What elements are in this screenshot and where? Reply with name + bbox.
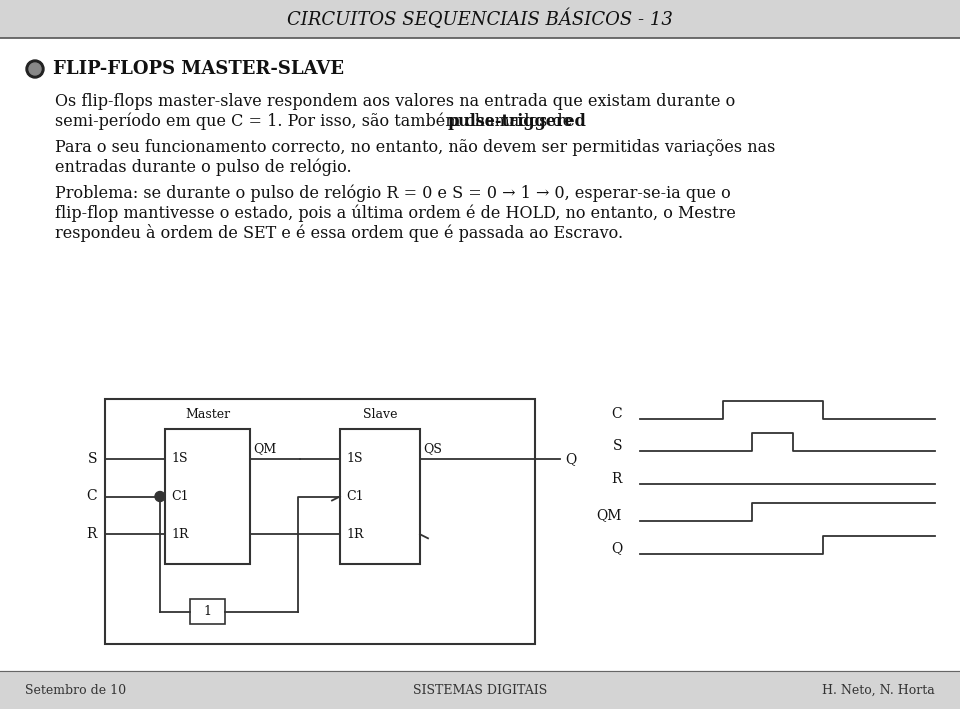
- Text: H. Neto, N. Horta: H. Neto, N. Horta: [823, 683, 935, 696]
- Text: 1S: 1S: [171, 452, 187, 465]
- Text: FLIP-FLOPS MASTER-SLAVE: FLIP-FLOPS MASTER-SLAVE: [53, 60, 344, 78]
- Text: flip-flop mantivesse o estado, pois a última ordem é de HOLD, no entanto, o Mest: flip-flop mantivesse o estado, pois a úl…: [55, 204, 736, 222]
- Bar: [0, 671, 960, 709]
- Text: C1: C1: [346, 490, 364, 503]
- Text: 1S: 1S: [346, 452, 363, 465]
- Text: semi-período em que C = 1. Por isso, são também chamados de: semi-período em que C = 1. Por isso, são…: [55, 112, 577, 130]
- Text: pulse-triggered: pulse-triggered: [448, 113, 587, 130]
- Bar: [190, 599, 225, 624]
- Text: S: S: [87, 452, 97, 466]
- Text: QM: QM: [596, 508, 622, 523]
- Text: respondeu à ordem de SET e é essa ordem que é passada ao Escravo.: respondeu à ordem de SET e é essa ordem …: [55, 224, 623, 242]
- Circle shape: [29, 63, 41, 75]
- Text: C: C: [612, 406, 622, 420]
- Bar: [0, 0, 960, 37]
- Text: R: R: [612, 471, 622, 486]
- Text: S: S: [612, 439, 622, 452]
- Text: entradas durante o pulso de relógio.: entradas durante o pulso de relógio.: [55, 158, 351, 176]
- Bar: [340, 429, 420, 564]
- Circle shape: [155, 491, 165, 501]
- Text: .: .: [567, 113, 572, 130]
- Text: Setembro de 10: Setembro de 10: [25, 683, 126, 696]
- Text: C1: C1: [171, 490, 188, 503]
- Circle shape: [26, 60, 44, 78]
- Text: Q: Q: [565, 452, 576, 466]
- Text: 1R: 1R: [346, 527, 364, 541]
- Text: R: R: [86, 527, 97, 541]
- Text: Os flip-flops master-slave respondem aos valores na entrada que existam durante : Os flip-flops master-slave respondem aos…: [55, 92, 735, 109]
- Text: 1R: 1R: [171, 527, 188, 541]
- Text: 1: 1: [204, 605, 211, 618]
- Text: SISTEMAS DIGITAIS: SISTEMAS DIGITAIS: [413, 683, 547, 696]
- Text: Q: Q: [611, 542, 622, 556]
- Text: Master: Master: [185, 408, 230, 420]
- Text: Problema: se durante o pulso de relógio R = 0 e S = 0 → 1 → 0, esperar-se-ia que: Problema: se durante o pulso de relógio …: [55, 184, 731, 202]
- Bar: [105, 399, 535, 644]
- Text: QS: QS: [423, 442, 442, 455]
- Text: Slave: Slave: [363, 408, 397, 420]
- Text: C: C: [86, 489, 97, 503]
- Text: Para o seu funcionamento correcto, no entanto, não devem ser permitidas variaçõe: Para o seu funcionamento correcto, no en…: [55, 138, 776, 155]
- Bar: [165, 429, 250, 564]
- Text: QM: QM: [253, 442, 276, 455]
- Text: CIRCUITOS SEQUENCIAIS BÁSICOS - 13: CIRCUITOS SEQUENCIAIS BÁSICOS - 13: [287, 9, 673, 29]
- Bar: [0, 38, 960, 671]
